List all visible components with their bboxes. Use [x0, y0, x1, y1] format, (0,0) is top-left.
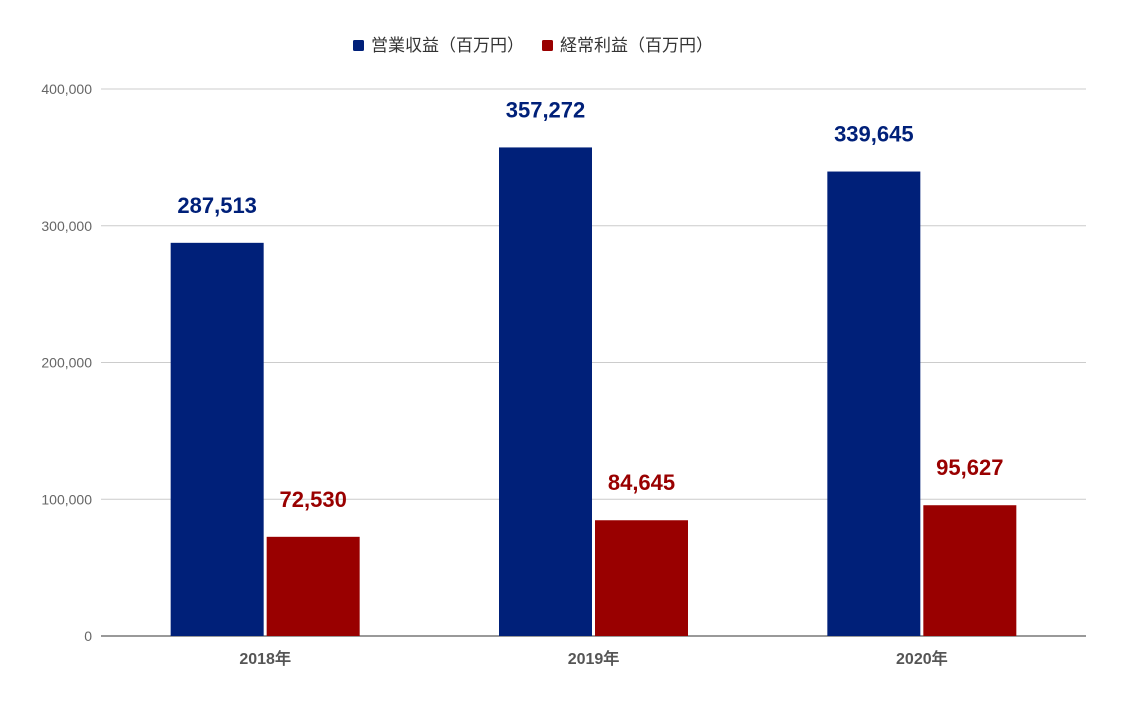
bar-series1-2 — [499, 147, 592, 636]
y-tick-label: 400,000 — [41, 81, 92, 97]
legend-label-1: 営業収益（百万円） — [371, 36, 524, 55]
legend-swatch-1 — [353, 40, 364, 51]
data-label-series2-1: 72,530 — [280, 487, 347, 512]
data-labels: 287,513 72,530 357,272 84,645 339,645 95,627 — [177, 97, 1003, 511]
y-tick-label: 300,000 — [41, 218, 92, 234]
data-label-series1-3: 339,645 — [834, 122, 914, 147]
x-tick-label: 2018年 — [239, 649, 291, 668]
legend-swatch-2 — [542, 40, 553, 51]
data-label-series1-1: 287,513 — [177, 193, 257, 218]
bar-series1-1 — [170, 242, 264, 636]
data-label-series2-3: 95,627 — [936, 455, 1003, 480]
legend-label-2: 経常利益（百万円） — [560, 36, 713, 55]
x-tick-label: 2020年 — [896, 649, 948, 668]
y-tick-label: 0 — [84, 628, 92, 644]
data-label-series1-2: 357,272 — [506, 97, 586, 122]
y-tick-label: 200,000 — [41, 355, 92, 371]
legend: 営業収益（百万円） 経常利益（百万円） — [353, 36, 713, 55]
bar-series2-3 — [923, 505, 1017, 636]
y-axis-ticks: 0 100,000 200,000 300,000 400,000 — [41, 81, 92, 644]
y-tick-label: 100,000 — [41, 491, 92, 507]
data-label-series2-2: 84,645 — [608, 470, 675, 495]
x-tick-label: 2019年 — [568, 649, 620, 668]
bar-series1-3 — [827, 171, 921, 636]
bar-series2-2 — [595, 520, 688, 636]
bar-series2-1 — [266, 536, 360, 636]
gridlines — [101, 88, 1086, 637]
bars — [170, 147, 1017, 636]
x-axis-ticks: 2018年 2019年 2020年 — [239, 649, 947, 668]
